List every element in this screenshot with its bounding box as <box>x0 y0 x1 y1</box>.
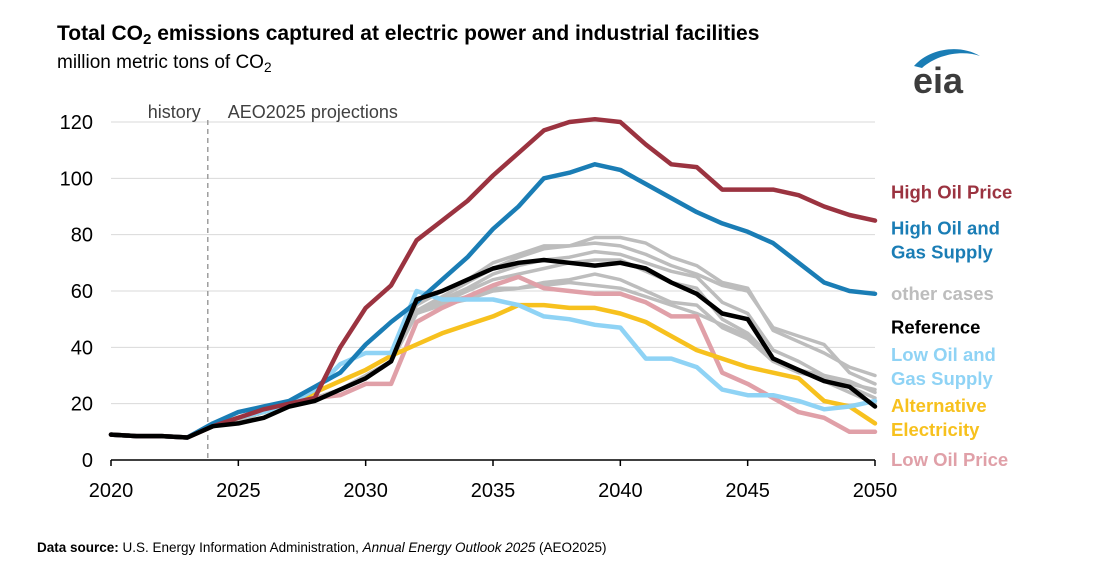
eia-logo: eia <box>913 49 980 100</box>
y-tick-label-60: 60 <box>71 281 93 303</box>
eia-logo-swoosh <box>914 49 980 68</box>
title-pre: Total CO <box>57 22 143 45</box>
chart-title: Total CO2 emissions captured at electric… <box>57 22 760 49</box>
divider-layer: history AEO2025 projections <box>148 102 398 460</box>
x-tick-label-2035: 2035 <box>471 480 516 502</box>
x-tick-label-2040: 2040 <box>598 480 643 502</box>
x-tick-label-2030: 2030 <box>343 480 388 502</box>
source-italic: Annual Energy Outlook 2025 <box>362 540 536 555</box>
series-line-high-oil-price <box>108 116 878 440</box>
chart-subtitle: million metric tons of CO2 <box>57 52 272 74</box>
series-label-high-oil-price-line-1: High Oil Price <box>891 181 1012 202</box>
projections-label: AEO2025 projections <box>228 102 398 122</box>
x-tick-label-2025: 2025 <box>216 480 261 502</box>
source-post: (AEO2025) <box>535 540 607 555</box>
series-label-alternative-electricity: Alternative Electricity <box>891 395 987 440</box>
series-label-high-oil-and-gas-supply-line-1: High Oil and <box>891 217 1000 238</box>
eia-logo-text: eia <box>913 60 964 100</box>
x-tick-label-2045: 2045 <box>725 480 770 502</box>
x-tick-label-2020: 2020 <box>89 480 134 502</box>
series-label-other-cases: other cases <box>891 283 994 304</box>
series-label-reference: Reference <box>891 317 980 338</box>
y-tick-label-40: 40 <box>71 337 93 359</box>
series-label-high-oil-price: High Oil Price <box>891 181 1012 202</box>
y-tick-label-0: 0 <box>82 450 93 472</box>
series-label-alternative-electricity-line-2: Electricity <box>891 419 980 440</box>
series-label-low-oil-and-gas-supply-line-1: Low Oil and <box>891 344 996 365</box>
series-line-high-oil-and-gas-supply <box>108 162 878 440</box>
title-sub: 2 <box>142 31 152 49</box>
subtitle-pre: million metric tons of CO <box>57 52 264 73</box>
source-pre: U.S. Energy Information Administration, <box>118 540 363 555</box>
other-case-line-6 <box>109 249 877 440</box>
y-tick-label-100: 100 <box>60 168 93 190</box>
series-label-high-oil-and-gas-supply: High Oil and Gas Supply <box>891 217 1000 262</box>
series-label-low-oil-price: Low Oil Price <box>891 449 1008 470</box>
other-case-line-5 <box>109 280 877 440</box>
labels-layer: High Oil Price High Oil and Gas Supply othe… <box>891 181 1012 470</box>
series-label-low-oil-price-line-1: Low Oil Price <box>891 449 1008 470</box>
y-tick-label-20: 20 <box>71 394 93 416</box>
series-label-alternative-electricity-line-1: Alternative <box>891 395 987 416</box>
title-post: emissions captured at electric power and… <box>151 22 760 45</box>
series-label-low-oil-and-gas-supply: Low Oil and Gas Supply <box>891 344 996 389</box>
y-tick-label-120: 120 <box>60 112 93 134</box>
series-line-reference <box>108 257 878 440</box>
y-tick-label-80: 80 <box>71 225 93 247</box>
series-label-reference-line-1: Reference <box>891 317 980 338</box>
history-label: history <box>148 102 201 122</box>
subtitle-sub: 2 <box>263 59 272 75</box>
series-label-low-oil-and-gas-supply-line-2: Gas Supply <box>891 368 993 389</box>
x-tick-label-2050: 2050 <box>853 480 898 502</box>
lines-layer <box>108 116 878 440</box>
source-label: Data source: <box>37 540 119 555</box>
data-source: Data source: U.S. Energy Information Adm… <box>37 540 607 555</box>
series-label-high-oil-and-gas-supply-line-2: Gas Supply <box>891 241 993 262</box>
series-label-other-cases-line-1: other cases <box>891 283 994 304</box>
